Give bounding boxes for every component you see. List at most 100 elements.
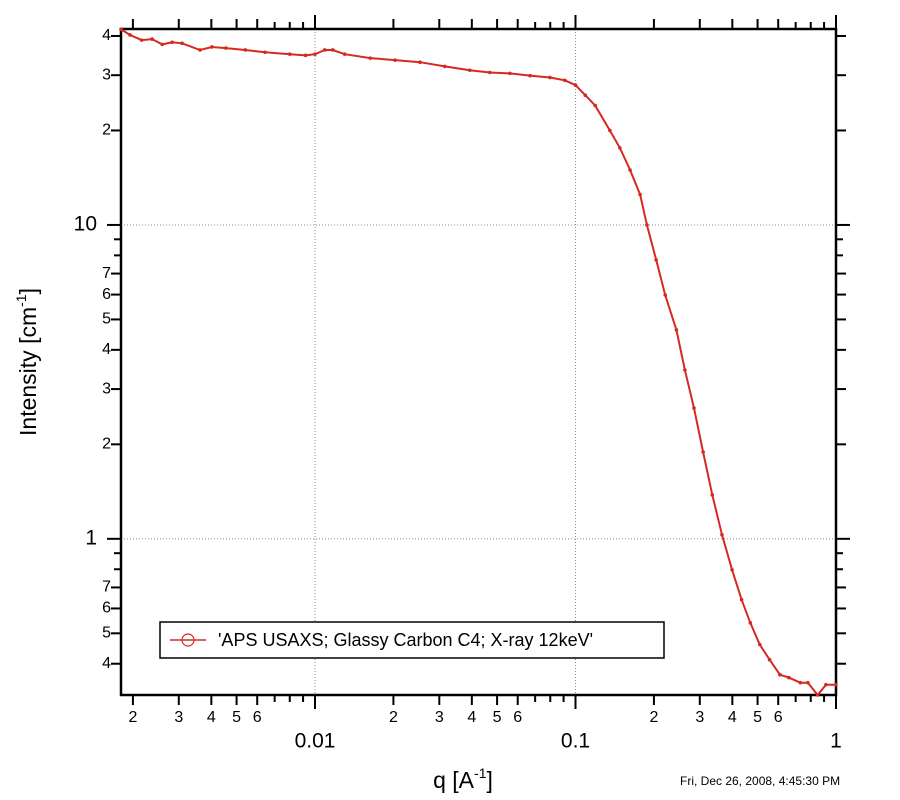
y-tick-label: 5 — [102, 311, 111, 328]
data-point — [593, 103, 597, 108]
y-tick-label: 4 — [102, 27, 111, 44]
y-tick-label: 3 — [102, 66, 111, 83]
data-point — [322, 48, 327, 52]
data-point — [815, 693, 820, 697]
x-tick-label: 3 — [174, 709, 183, 726]
x-axis-label-part: q [A — [433, 767, 475, 793]
data-point — [139, 38, 144, 42]
y-axis-label: Intensity [cm-1] — [13, 288, 41, 436]
x-tick-label: 6 — [253, 709, 262, 726]
data-point — [608, 128, 612, 133]
x-tick-label: 4 — [207, 709, 216, 726]
x-axis-label-part: -1 — [474, 765, 487, 781]
data-point — [798, 680, 803, 685]
data-point — [210, 45, 214, 49]
data-point — [618, 146, 622, 150]
y-tick-label: 4 — [102, 341, 111, 358]
data-point — [638, 192, 642, 197]
data-point — [287, 52, 292, 56]
data-point — [508, 71, 512, 76]
data-point — [748, 621, 753, 625]
data-point — [573, 83, 578, 87]
y-tick-label: 5 — [102, 625, 111, 642]
data-point — [128, 33, 132, 37]
x-tick-label: 5 — [232, 709, 241, 726]
data-point — [342, 52, 347, 56]
y-tick-label: 4 — [102, 655, 111, 672]
data-point — [330, 48, 335, 52]
data-line — [120, 28, 836, 697]
data-point — [778, 672, 782, 677]
x-tick-label: 3 — [695, 709, 704, 726]
timestamp: Fri, Dec 26, 2008, 4:45:30 PM — [680, 774, 840, 788]
data-point — [488, 70, 492, 75]
data-point — [468, 68, 472, 73]
legend-label: 'APS USAXS; Glassy Carbon C4; X-ray 12ke… — [218, 630, 593, 650]
data-point — [180, 41, 184, 46]
data-point — [583, 93, 588, 98]
data-point — [170, 40, 174, 45]
data-point — [692, 406, 696, 410]
x-axis-label-part: ] — [486, 767, 492, 793]
data-point — [393, 58, 397, 62]
y-axis-label-part: -1 — [13, 294, 29, 307]
data-point — [628, 168, 632, 172]
legend-marker — [181, 633, 195, 647]
data-point — [683, 368, 687, 372]
y-tick-label: 1 — [85, 526, 97, 549]
data-point — [303, 53, 308, 58]
y-tick-label: 3 — [102, 380, 111, 397]
y-tick-label: 2 — [102, 436, 111, 453]
data-point — [368, 56, 373, 60]
data-point — [674, 328, 679, 332]
data-point — [263, 50, 267, 55]
data-point — [198, 48, 202, 52]
data-point — [160, 42, 164, 47]
data-point — [119, 27, 123, 32]
x-tick-label: 2 — [389, 709, 398, 726]
x-tick-label: 5 — [493, 709, 502, 726]
y-tick-label: 6 — [102, 286, 111, 303]
x-tick-label: 5 — [753, 709, 762, 726]
y-tick-label: 6 — [102, 600, 111, 617]
x-tick-label: 3 — [435, 709, 444, 726]
y-tick-label: 2 — [102, 122, 111, 139]
x-tick-label: 6 — [774, 709, 783, 726]
plot-frame — [119, 27, 838, 697]
x-tick-label: 0.1 — [561, 730, 590, 753]
data-point — [224, 46, 228, 50]
legend-box — [159, 621, 665, 659]
y-tick-label: 7 — [102, 265, 111, 282]
data-point — [528, 73, 532, 78]
y-tick-label: 10 — [74, 212, 97, 235]
data-point — [730, 567, 734, 572]
x-tick-label: 0.01 — [295, 730, 336, 753]
y-axis-label-part: ] — [15, 288, 41, 294]
data-point — [739, 597, 744, 602]
x-tick-label: 6 — [513, 709, 522, 726]
data-point — [834, 682, 838, 687]
data-point — [418, 60, 422, 64]
data-point — [563, 78, 567, 83]
data-point — [654, 258, 658, 262]
data-point — [548, 75, 552, 80]
data-point — [443, 64, 447, 69]
x-tick-label: 4 — [467, 709, 476, 726]
data-point — [787, 675, 791, 680]
y-axis-label-part: Intensity [cm — [15, 307, 41, 436]
data-point — [701, 450, 705, 454]
x-tick-label: 1 — [830, 730, 842, 753]
x-tick-label: 2 — [649, 709, 658, 726]
data-point — [720, 532, 724, 537]
data-point — [758, 642, 762, 647]
data-point — [150, 37, 154, 41]
data-point — [806, 680, 810, 685]
x-tick-label: 2 — [128, 709, 137, 726]
data-point — [710, 493, 715, 497]
data-point — [767, 657, 772, 662]
x-tick-label: 4 — [728, 709, 737, 726]
data-point — [824, 682, 828, 687]
data-point — [243, 48, 248, 52]
